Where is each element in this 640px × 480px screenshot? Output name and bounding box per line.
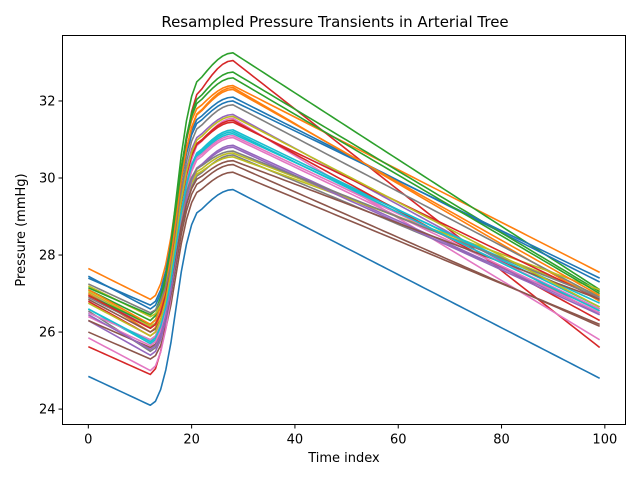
series-line <box>87 146 601 351</box>
x-tick-label: 80 <box>493 433 510 448</box>
x-tick-label: 60 <box>390 433 407 448</box>
y-tick-label: 28 <box>39 249 56 264</box>
y-tick-label: 24 <box>39 403 56 418</box>
y-tick-label: 26 <box>39 326 56 341</box>
series-line <box>87 104 601 330</box>
x-tick-label: 40 <box>287 433 304 448</box>
series-line <box>88 163 600 349</box>
y-tick-label: 30 <box>39 172 56 187</box>
series-layer <box>87 52 601 407</box>
x-tick-label: 20 <box>183 433 200 448</box>
x-tick-label: 0 <box>84 433 92 448</box>
x-tick-label: 100 <box>592 433 617 448</box>
y-axis-ticks: 24 26 28 30 32 <box>39 94 63 418</box>
chart-title: Resampled Pressure Transients in Arteria… <box>161 13 508 31</box>
x-axis-ticks: 0 20 40 60 80 100 <box>84 424 617 448</box>
y-axis-label: Pressure (mmHg) <box>14 173 29 286</box>
series-line <box>87 130 601 343</box>
y-tick-label: 32 <box>39 94 56 109</box>
series-line <box>87 188 601 407</box>
series-line <box>88 77 601 316</box>
plot-frame <box>62 35 626 425</box>
x-axis-label: Time index <box>307 451 380 466</box>
series-line <box>87 88 601 326</box>
series-line <box>87 115 601 337</box>
